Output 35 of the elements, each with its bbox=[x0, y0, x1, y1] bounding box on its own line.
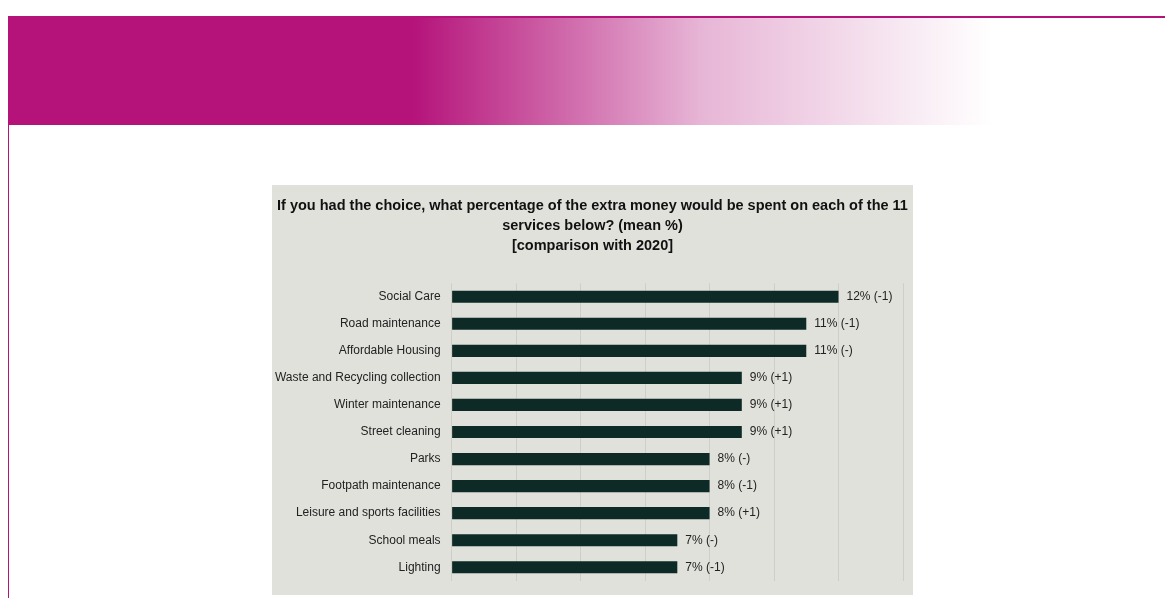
y-tick-label: Footpath maintenance bbox=[321, 478, 441, 493]
y-tick-label: Social Care bbox=[378, 289, 441, 304]
data-label: 11% (-1) bbox=[814, 316, 860, 331]
data-label: 9% (+1) bbox=[749, 370, 793, 385]
y-tick-label: School meals bbox=[368, 532, 441, 547]
bar bbox=[452, 290, 839, 303]
data-label: 9% (+1) bbox=[749, 424, 793, 439]
bar bbox=[452, 561, 678, 574]
y-tick-label: Winter maintenance bbox=[333, 397, 441, 412]
bar bbox=[452, 507, 710, 520]
data-label: 7% (-1) bbox=[685, 559, 725, 574]
data-label: 11% (-) bbox=[814, 343, 853, 358]
y-tick-label: Affordable Housing bbox=[338, 343, 441, 358]
y-tick-label: Waste and Recycling collection bbox=[274, 370, 441, 385]
y-tick-label: Street cleaning bbox=[360, 424, 441, 439]
data-label: 8% (-1) bbox=[717, 478, 757, 493]
bar bbox=[452, 398, 742, 412]
data-label: 7% (-) bbox=[685, 532, 718, 547]
y-tick-label: Road maintenance bbox=[339, 316, 441, 331]
chart-title: If you had the choice, what percentage of the extra money would be spent on each of the 11 services below? (mean %) bbox=[277, 197, 908, 233]
bar bbox=[452, 480, 710, 493]
chart-subtitle: [comparison with 2020] bbox=[510, 236, 675, 255]
y-tick-label: Parks bbox=[409, 451, 441, 466]
bar bbox=[452, 371, 742, 384]
bar bbox=[452, 425, 742, 439]
bar bbox=[452, 452, 710, 466]
bar bbox=[452, 317, 807, 330]
bar bbox=[452, 534, 678, 547]
y-tick-label: Lighting bbox=[398, 559, 441, 574]
data-label: 8% (+1) bbox=[717, 505, 760, 520]
data-label: 12% (-1) bbox=[846, 289, 893, 304]
y-tick-label: Leisure and sports facilities bbox=[295, 505, 441, 520]
data-label: 8% (-) bbox=[717, 451, 751, 466]
data-label: 9% (+1) bbox=[749, 397, 793, 412]
bar bbox=[452, 344, 807, 357]
